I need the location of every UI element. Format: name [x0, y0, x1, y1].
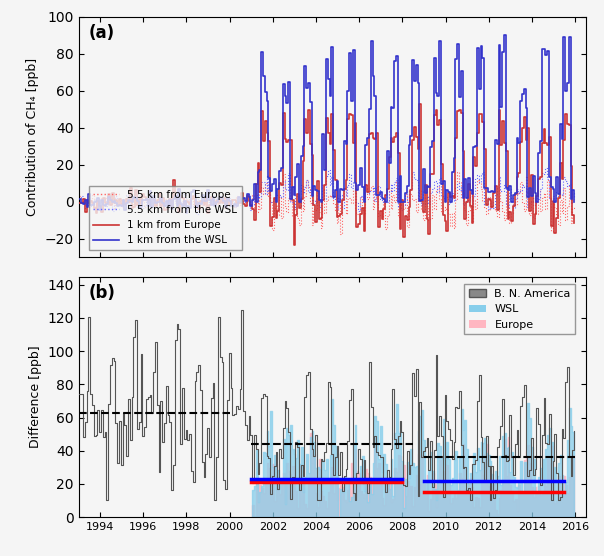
Y-axis label: Difference [ppb]: Difference [ppb]: [29, 345, 42, 448]
Legend: B. N. America, WSL, Europe: B. N. America, WSL, Europe: [464, 285, 575, 335]
Y-axis label: Contribution of CH₄ [ppb]: Contribution of CH₄ [ppb]: [26, 58, 39, 216]
Text: (b): (b): [89, 284, 115, 302]
Text: (a): (a): [89, 24, 115, 42]
Legend: 5.5 km from Europe, 5.5 km from the WSL, 1 km from Europe, 1 km from the WSL: 5.5 km from Europe, 5.5 km from the WSL,…: [89, 186, 242, 250]
